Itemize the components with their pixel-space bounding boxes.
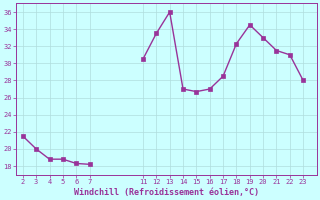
X-axis label: Windchill (Refroidissement éolien,°C): Windchill (Refroidissement éolien,°C) — [74, 188, 259, 197]
